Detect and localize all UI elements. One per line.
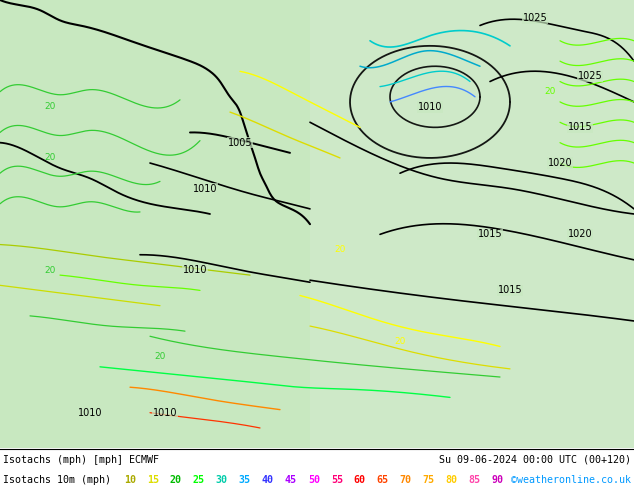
Text: 60: 60 [354, 475, 366, 485]
Text: 20: 20 [44, 153, 56, 163]
Text: ©weatheronline.co.uk: ©weatheronline.co.uk [511, 475, 631, 485]
Text: 40: 40 [262, 475, 274, 485]
Text: 55: 55 [331, 475, 343, 485]
Text: 50: 50 [308, 475, 320, 485]
Text: 70: 70 [400, 475, 411, 485]
Text: 20: 20 [545, 87, 555, 96]
Text: 20: 20 [44, 102, 56, 112]
Text: Isotachs 10m (mph): Isotachs 10m (mph) [3, 475, 111, 485]
Text: 20: 20 [44, 266, 56, 274]
Text: 1005: 1005 [228, 138, 252, 147]
Text: 20: 20 [394, 337, 406, 346]
Text: 30: 30 [216, 475, 228, 485]
Text: 1025: 1025 [578, 72, 602, 81]
Text: 1010: 1010 [153, 408, 178, 417]
Text: 1015: 1015 [498, 285, 522, 295]
Text: 25: 25 [193, 475, 205, 485]
Text: 90: 90 [492, 475, 503, 485]
Text: 85: 85 [469, 475, 481, 485]
Text: 1010: 1010 [193, 184, 217, 194]
Text: 1010: 1010 [183, 265, 207, 275]
Text: 1015: 1015 [477, 229, 502, 239]
Text: 75: 75 [423, 475, 435, 485]
Text: 35: 35 [239, 475, 251, 485]
Text: Su 09-06-2024 00:00 UTC (00+120): Su 09-06-2024 00:00 UTC (00+120) [439, 455, 631, 465]
Text: 1020: 1020 [548, 158, 573, 168]
Text: 20: 20 [154, 352, 165, 361]
Text: 20: 20 [170, 475, 182, 485]
Text: 10: 10 [124, 475, 136, 485]
Text: 20: 20 [334, 245, 346, 254]
Text: Isotachs (mph) [mph] ECMWF: Isotachs (mph) [mph] ECMWF [3, 455, 159, 465]
Text: 1020: 1020 [567, 229, 592, 239]
Text: 45: 45 [285, 475, 297, 485]
Text: 1010: 1010 [78, 408, 102, 417]
Bar [310, 0, 634, 448]
Text: 65: 65 [377, 475, 389, 485]
Text: 1025: 1025 [522, 13, 547, 24]
Text: 1015: 1015 [567, 122, 592, 132]
Text: 1010: 1010 [418, 102, 443, 112]
Text: 80: 80 [446, 475, 458, 485]
Text: 15: 15 [147, 475, 159, 485]
